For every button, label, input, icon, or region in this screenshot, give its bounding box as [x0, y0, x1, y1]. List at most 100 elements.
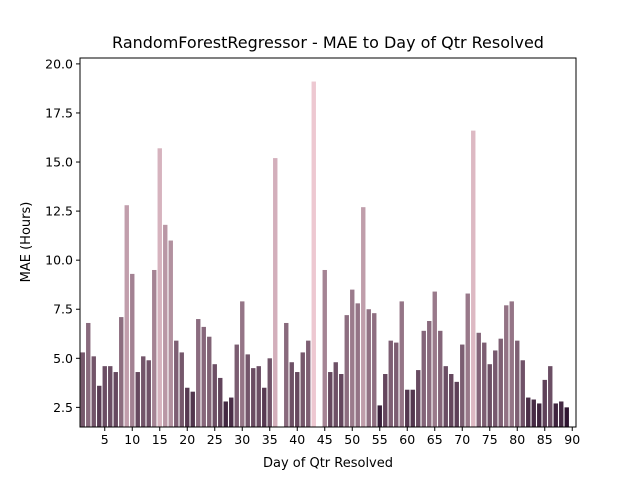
bar-day-3 [91, 356, 96, 427]
bar-day-68 [449, 374, 454, 427]
x-tick-label: 60 [399, 432, 415, 447]
bar-day-52 [361, 207, 366, 427]
bar-day-30 [240, 301, 245, 427]
bar-day-19 [179, 352, 184, 427]
bar-day-48 [339, 374, 344, 427]
bar-day-23 [201, 326, 206, 427]
x-tick-label: 80 [509, 432, 525, 447]
bar-day-9 [124, 205, 129, 427]
bar-day-41 [300, 352, 305, 427]
x-tick-label: 45 [317, 432, 333, 447]
bar-day-81 [520, 360, 525, 427]
y-tick-label: 2.5 [53, 400, 73, 415]
bar-day-20 [185, 387, 190, 427]
y-tick-label: 10.0 [45, 253, 73, 268]
bar-day-56 [383, 374, 388, 427]
bar-day-69 [454, 381, 459, 427]
bar-day-43 [311, 81, 316, 428]
bar-day-5 [102, 366, 107, 427]
x-tick-label: 50 [344, 432, 360, 447]
x-tick-label: 55 [372, 432, 388, 447]
bar-day-36 [273, 158, 278, 427]
bar-day-47 [333, 362, 338, 427]
bar-day-4 [97, 385, 102, 427]
bar-day-60 [405, 389, 410, 427]
bar-day-57 [388, 340, 393, 427]
bar-day-74 [482, 342, 487, 427]
bar-day-42 [306, 340, 311, 427]
bar-day-51 [355, 303, 360, 427]
bar-day-85 [542, 379, 547, 427]
bar-day-35 [267, 358, 272, 427]
x-tick-label: 35 [262, 432, 278, 447]
y-tick-label: 17.5 [45, 105, 73, 120]
x-tick-label: 90 [564, 432, 580, 447]
x-tick-label: 25 [207, 432, 223, 447]
bar-day-13 [146, 360, 151, 427]
bar-day-10 [130, 273, 135, 427]
bar-day-64 [427, 321, 432, 427]
bar-day-77 [498, 338, 503, 427]
y-tick-label: 12.5 [45, 204, 73, 219]
x-tick-label: 75 [482, 432, 498, 447]
bar-day-28 [229, 397, 234, 427]
bar-day-82 [526, 397, 531, 427]
bar-day-18 [174, 340, 179, 427]
x-tick-label: 10 [124, 432, 140, 447]
bar-day-89 [564, 407, 569, 427]
x-tick-label: 40 [289, 432, 305, 447]
x-tick-label: 15 [152, 432, 168, 447]
bar-day-84 [537, 403, 542, 427]
bar-day-67 [443, 366, 448, 427]
y-tick-label: 20.0 [45, 56, 73, 71]
bar-day-27 [223, 401, 228, 427]
bar-day-79 [509, 301, 514, 427]
bar-day-59 [399, 301, 404, 427]
bar-day-53 [366, 309, 371, 427]
chart-title: RandomForestRegressor - MAE to Day of Qt… [112, 33, 544, 52]
bar-day-73 [476, 332, 481, 427]
bar-day-62 [416, 370, 421, 427]
bar-day-29 [234, 344, 239, 427]
bar-day-12 [141, 356, 146, 427]
bar-day-78 [504, 305, 509, 427]
bar-day-80 [515, 340, 520, 427]
bar-day-25 [212, 364, 217, 427]
bars-layer [80, 81, 569, 428]
bar-day-49 [344, 315, 349, 427]
y-tick-label: 7.5 [53, 302, 73, 317]
bar-day-7 [113, 372, 118, 427]
bar-day-63 [421, 330, 426, 427]
bar-day-38 [284, 322, 289, 427]
x-tick-label: 65 [427, 432, 443, 447]
bar-day-76 [493, 350, 498, 427]
bar-day-26 [218, 377, 223, 427]
x-tick-label: 20 [179, 432, 195, 447]
bar-day-40 [295, 372, 300, 427]
bar-day-58 [394, 342, 399, 427]
bar-day-15 [157, 148, 162, 428]
x-axis-label: Day of Qtr Resolved [263, 456, 393, 471]
bar-day-24 [207, 336, 212, 427]
y-tick-label: 15.0 [45, 155, 73, 170]
bar-day-55 [377, 405, 382, 427]
bar-day-32 [251, 368, 256, 427]
y-tick-label: 5.0 [53, 351, 73, 366]
bar-day-34 [262, 387, 267, 427]
bar-day-22 [196, 319, 201, 427]
bar-day-61 [410, 389, 415, 427]
bar-day-11 [135, 372, 140, 427]
bar-day-50 [350, 289, 355, 427]
bar-day-14 [152, 269, 157, 427]
bar-day-33 [256, 366, 261, 427]
bar-day-66 [438, 330, 443, 427]
x-tick-label: 30 [234, 432, 250, 447]
bar-day-75 [487, 364, 492, 427]
y-axis: 2.5 5.0 7.5 10.0 12.5 15.0 17.5 20.0 [45, 56, 80, 415]
bar-day-2 [86, 322, 91, 427]
x-tick-label: 70 [454, 432, 470, 447]
bar-day-8 [119, 317, 124, 427]
bar-day-46 [328, 372, 333, 427]
